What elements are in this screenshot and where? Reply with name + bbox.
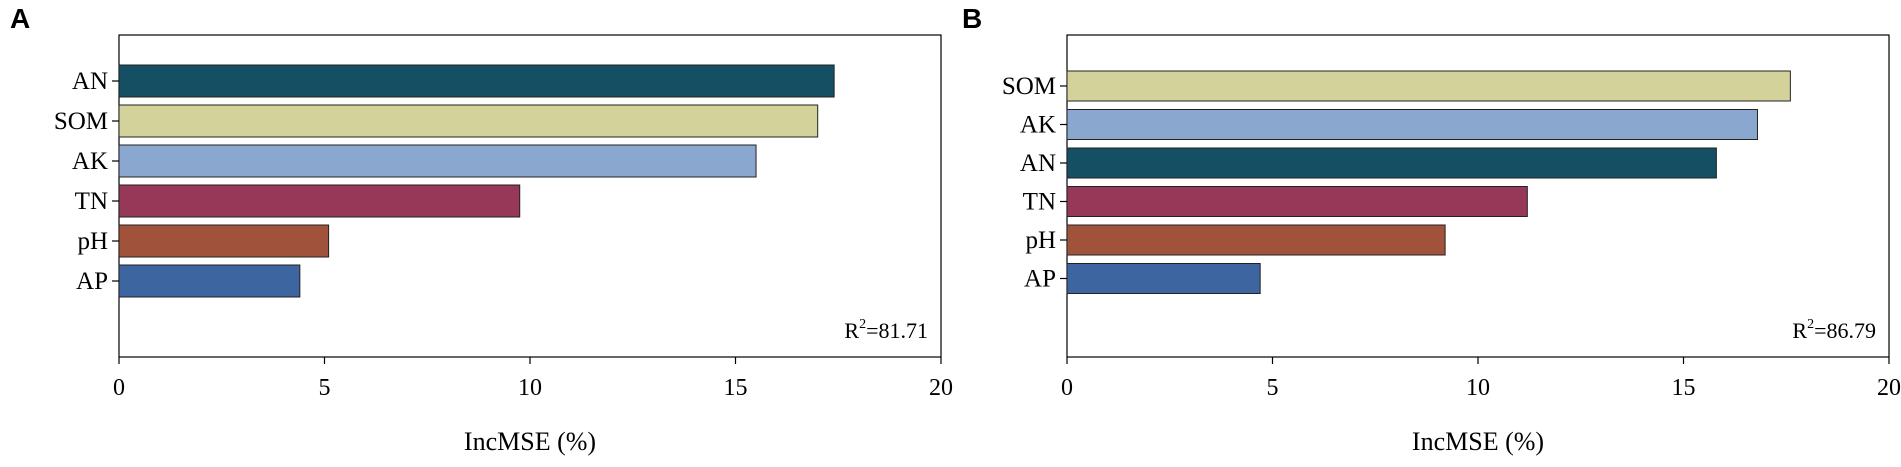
panel-b-category-labels: SOM AK AN TN pH AP (1002, 73, 1067, 293)
panel-b-category-label-som: SOM (1002, 73, 1056, 100)
panel-a-bar-ap (118, 264, 301, 298)
panel-a-category-label-ak: AK (72, 148, 108, 175)
panel-b-category-label-ph: pH (1025, 227, 1056, 254)
panel-a-x-ticks: 0 5 10 15 20 (113, 357, 953, 401)
panel-a-bar-ph (118, 224, 330, 258)
panel-a-category-label-som: SOM (54, 108, 108, 135)
panel-a-bar-ak (118, 144, 757, 178)
panel-a-bar-som (118, 104, 819, 138)
panel-b-r2-annotation: R2=86.79 (1792, 317, 1876, 343)
panel-a-category-label-tn: TN (75, 188, 108, 215)
panel-b-label: B (962, 3, 982, 34)
panel-b-bar-an (1066, 147, 1717, 179)
panel-b-x-tick-label-5: 5 (1267, 375, 1279, 401)
panel-b-x-ticks: 0 5 10 15 20 (1061, 357, 1901, 401)
panel-b-category-label-ap: AP (1024, 266, 1056, 293)
panel-a-x-tick-label-10: 10 (518, 375, 542, 401)
panel-b-bar-ap (1066, 263, 1261, 294)
panel-b-category-label-an: AN (1020, 150, 1056, 177)
panel-a-category-label-ph: pH (77, 228, 108, 255)
panel-b-x-tick-label-15: 15 (1672, 375, 1696, 401)
panel-b-category-label-ak: AK (1020, 112, 1056, 139)
panel-a-category-label-ap: AP (76, 268, 108, 295)
panel-b-bars (1066, 70, 1791, 294)
panel-b-x-tick-label-0: 0 (1061, 375, 1073, 401)
panel-a-x-tick-label-0: 0 (113, 375, 125, 401)
panel-a-label: A (10, 3, 30, 34)
panel-b-x-tick-label-20: 20 (1877, 375, 1901, 401)
panel-a-x-axis-title: IncMSE (%) (464, 427, 596, 456)
panel-b: B SOM AK AN TN pH AP 0 5 10 15 20 IncMSE (%) R2=8… (962, 3, 1901, 456)
panel-b-bar-ph (1066, 224, 1446, 256)
panel-a: A AN SOM AK TN pH AP 0 5 10 15 20 IncMSE (%) R2=8… (10, 3, 953, 456)
panel-b-bar-tn (1066, 186, 1528, 217)
panel-a-x-tick-label-15: 15 (724, 375, 748, 401)
panel-a-bar-an (118, 64, 835, 98)
panel-a-x-tick-label-5: 5 (319, 375, 331, 401)
panel-b-bar-som (1066, 70, 1791, 102)
panel-a-bars (118, 64, 835, 298)
panel-a-category-labels: AN SOM AK TN pH AP (54, 68, 119, 295)
panel-b-bar-ak (1066, 109, 1758, 140)
panel-b-x-tick-label-10: 10 (1466, 375, 1490, 401)
panel-a-category-label-an: AN (72, 68, 108, 95)
panel-a-r2-annotation: R2=81.71 (844, 317, 928, 343)
panel-a-x-tick-label-20: 20 (929, 375, 953, 401)
panel-b-category-label-tn: TN (1023, 189, 1056, 216)
panel-a-bar-tn (118, 184, 521, 218)
panel-b-x-axis-title: IncMSE (%) (1412, 427, 1544, 456)
